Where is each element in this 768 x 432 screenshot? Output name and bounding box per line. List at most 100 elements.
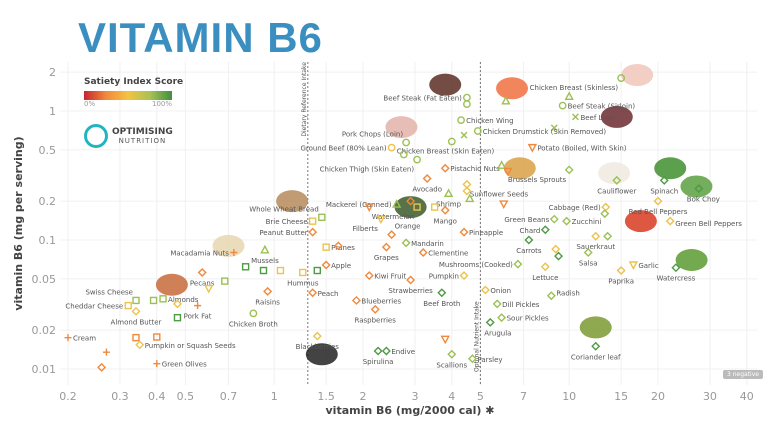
point-marker-diamond (135, 340, 145, 350)
macadamia-image (212, 234, 245, 257)
point-marker-diamond (321, 260, 331, 270)
data-point: Beef Steak (Fat Eaten) (383, 93, 471, 103)
point-marker-diamond (583, 248, 593, 257)
data-point: Chicken Thigh (Skin Eaten) (320, 155, 421, 174)
data-point: Peach (308, 288, 339, 298)
point-marker-diamond (540, 262, 550, 272)
point-marker-diamond (540, 225, 550, 235)
x-tick-label: 1 (271, 390, 278, 403)
point-label: Pork Fat (184, 313, 212, 321)
data-point: Avocado (412, 173, 442, 193)
point-marker-plus (102, 348, 110, 356)
point-label: Clementine (428, 250, 468, 258)
point-marker-diamond (616, 266, 626, 276)
reference-line-label: Optimal Nutrient Intake (473, 301, 480, 372)
data-point (333, 241, 343, 251)
data-point (149, 296, 158, 305)
data-point: Chicken Broth (229, 309, 278, 328)
point-marker-triangle (443, 188, 454, 198)
point-marker-diamond (546, 291, 556, 301)
data-point: Blackberries (296, 331, 339, 351)
point-marker-diamond (480, 285, 490, 295)
data-point: Pistachio Nuts (440, 163, 500, 173)
point-marker-diamond (263, 286, 273, 296)
data-point (551, 244, 561, 254)
point-label: Brussels Sprouts (508, 176, 567, 184)
point-label: Swiss Cheese (85, 288, 133, 296)
data-point: Hummus (287, 268, 319, 287)
point-marker-diamond (591, 341, 601, 351)
point-label: Potato (Boiled, With Skin) (537, 145, 626, 153)
point-marker-diamond (659, 175, 669, 185)
point-label: Cheddar Cheese (65, 303, 123, 311)
point-marker-diamond (333, 241, 343, 251)
y-axis-title: vitamin B6 (mg per serving) (12, 136, 25, 310)
data-point (550, 124, 558, 132)
point-label: Watermelon (372, 213, 414, 221)
data-point: Watermelon (372, 203, 421, 221)
x-tick-label: 4 (448, 390, 455, 403)
data-point: Chicken Breast (Skinless) (530, 74, 626, 92)
legend-gradient (84, 91, 172, 100)
point-marker-triangle-down (376, 215, 386, 225)
point-label: Beef Broth (423, 300, 460, 308)
data-point: Pork Fat (184, 302, 212, 321)
data-point: Bok Choy (687, 184, 720, 204)
point-marker-triangle-down (628, 261, 639, 270)
point-marker-diamond (554, 251, 564, 261)
point-label: Chicken Breast (Skin Eaten) (397, 148, 495, 156)
data-point (97, 362, 107, 372)
x-tick-label: 0.4 (148, 390, 166, 403)
y-tick-label: 0.2 (39, 195, 57, 208)
data-point (564, 91, 574, 101)
data-point (406, 196, 416, 206)
point-label: Prunes (331, 244, 355, 252)
data-point: Potato (Boiled, With Skin) (527, 143, 627, 153)
data-point (496, 160, 507, 169)
point-label: Chicken Thigh (Skin Eaten) (320, 166, 415, 174)
point-marker-diamond (591, 231, 601, 241)
point-marker-plus (230, 249, 238, 257)
data-point (440, 335, 450, 345)
point-marker-diamond (401, 238, 411, 248)
point-label: Pecans (190, 279, 215, 287)
point-label: Mango (433, 217, 457, 225)
point-marker-diamond (600, 209, 610, 219)
point-label: Coriander leaf (571, 353, 621, 361)
point-marker-square (299, 268, 307, 277)
point-marker-x (460, 131, 468, 139)
data-point: Garlic (628, 261, 659, 270)
point-marker-x (571, 113, 579, 121)
data-point: Carrots (516, 235, 542, 255)
data-point (132, 333, 140, 342)
data-point (430, 203, 439, 211)
data-point: Almond Butter (111, 306, 162, 326)
negative-values-badge[interactable]: 3 negative (723, 370, 763, 379)
point-label: Strawberries (388, 287, 433, 295)
data-point: Strawberries (388, 275, 433, 295)
data-point (221, 277, 229, 285)
x-tick-label: 10 (562, 390, 576, 403)
data-point: Brie Cheese (266, 217, 317, 226)
point-marker-circle (473, 127, 482, 135)
data-point: Endive (381, 346, 415, 356)
data-point (102, 348, 110, 356)
point-marker-square (318, 213, 326, 221)
point-label: Pistachio Nuts (450, 165, 500, 173)
data-point: Lettuce (532, 262, 558, 282)
point-label: Sunflower Seeds (470, 190, 529, 198)
x-tick-label: 1.5 (317, 390, 335, 403)
point-marker-diamond (422, 173, 432, 183)
data-point: Pineapple (459, 227, 503, 237)
point-marker-diamond (564, 165, 574, 175)
data-point (173, 313, 182, 322)
x-tick-label: 0.5 (177, 390, 195, 403)
point-marker-diamond (387, 230, 397, 240)
point-marker-diamond (364, 271, 374, 281)
point-marker-triangle (391, 199, 402, 208)
data-point (603, 231, 613, 241)
point-marker-triangle (501, 95, 511, 105)
peppers-image (624, 210, 657, 233)
point-marker-square (276, 266, 285, 275)
data-point: Orange (387, 223, 420, 240)
